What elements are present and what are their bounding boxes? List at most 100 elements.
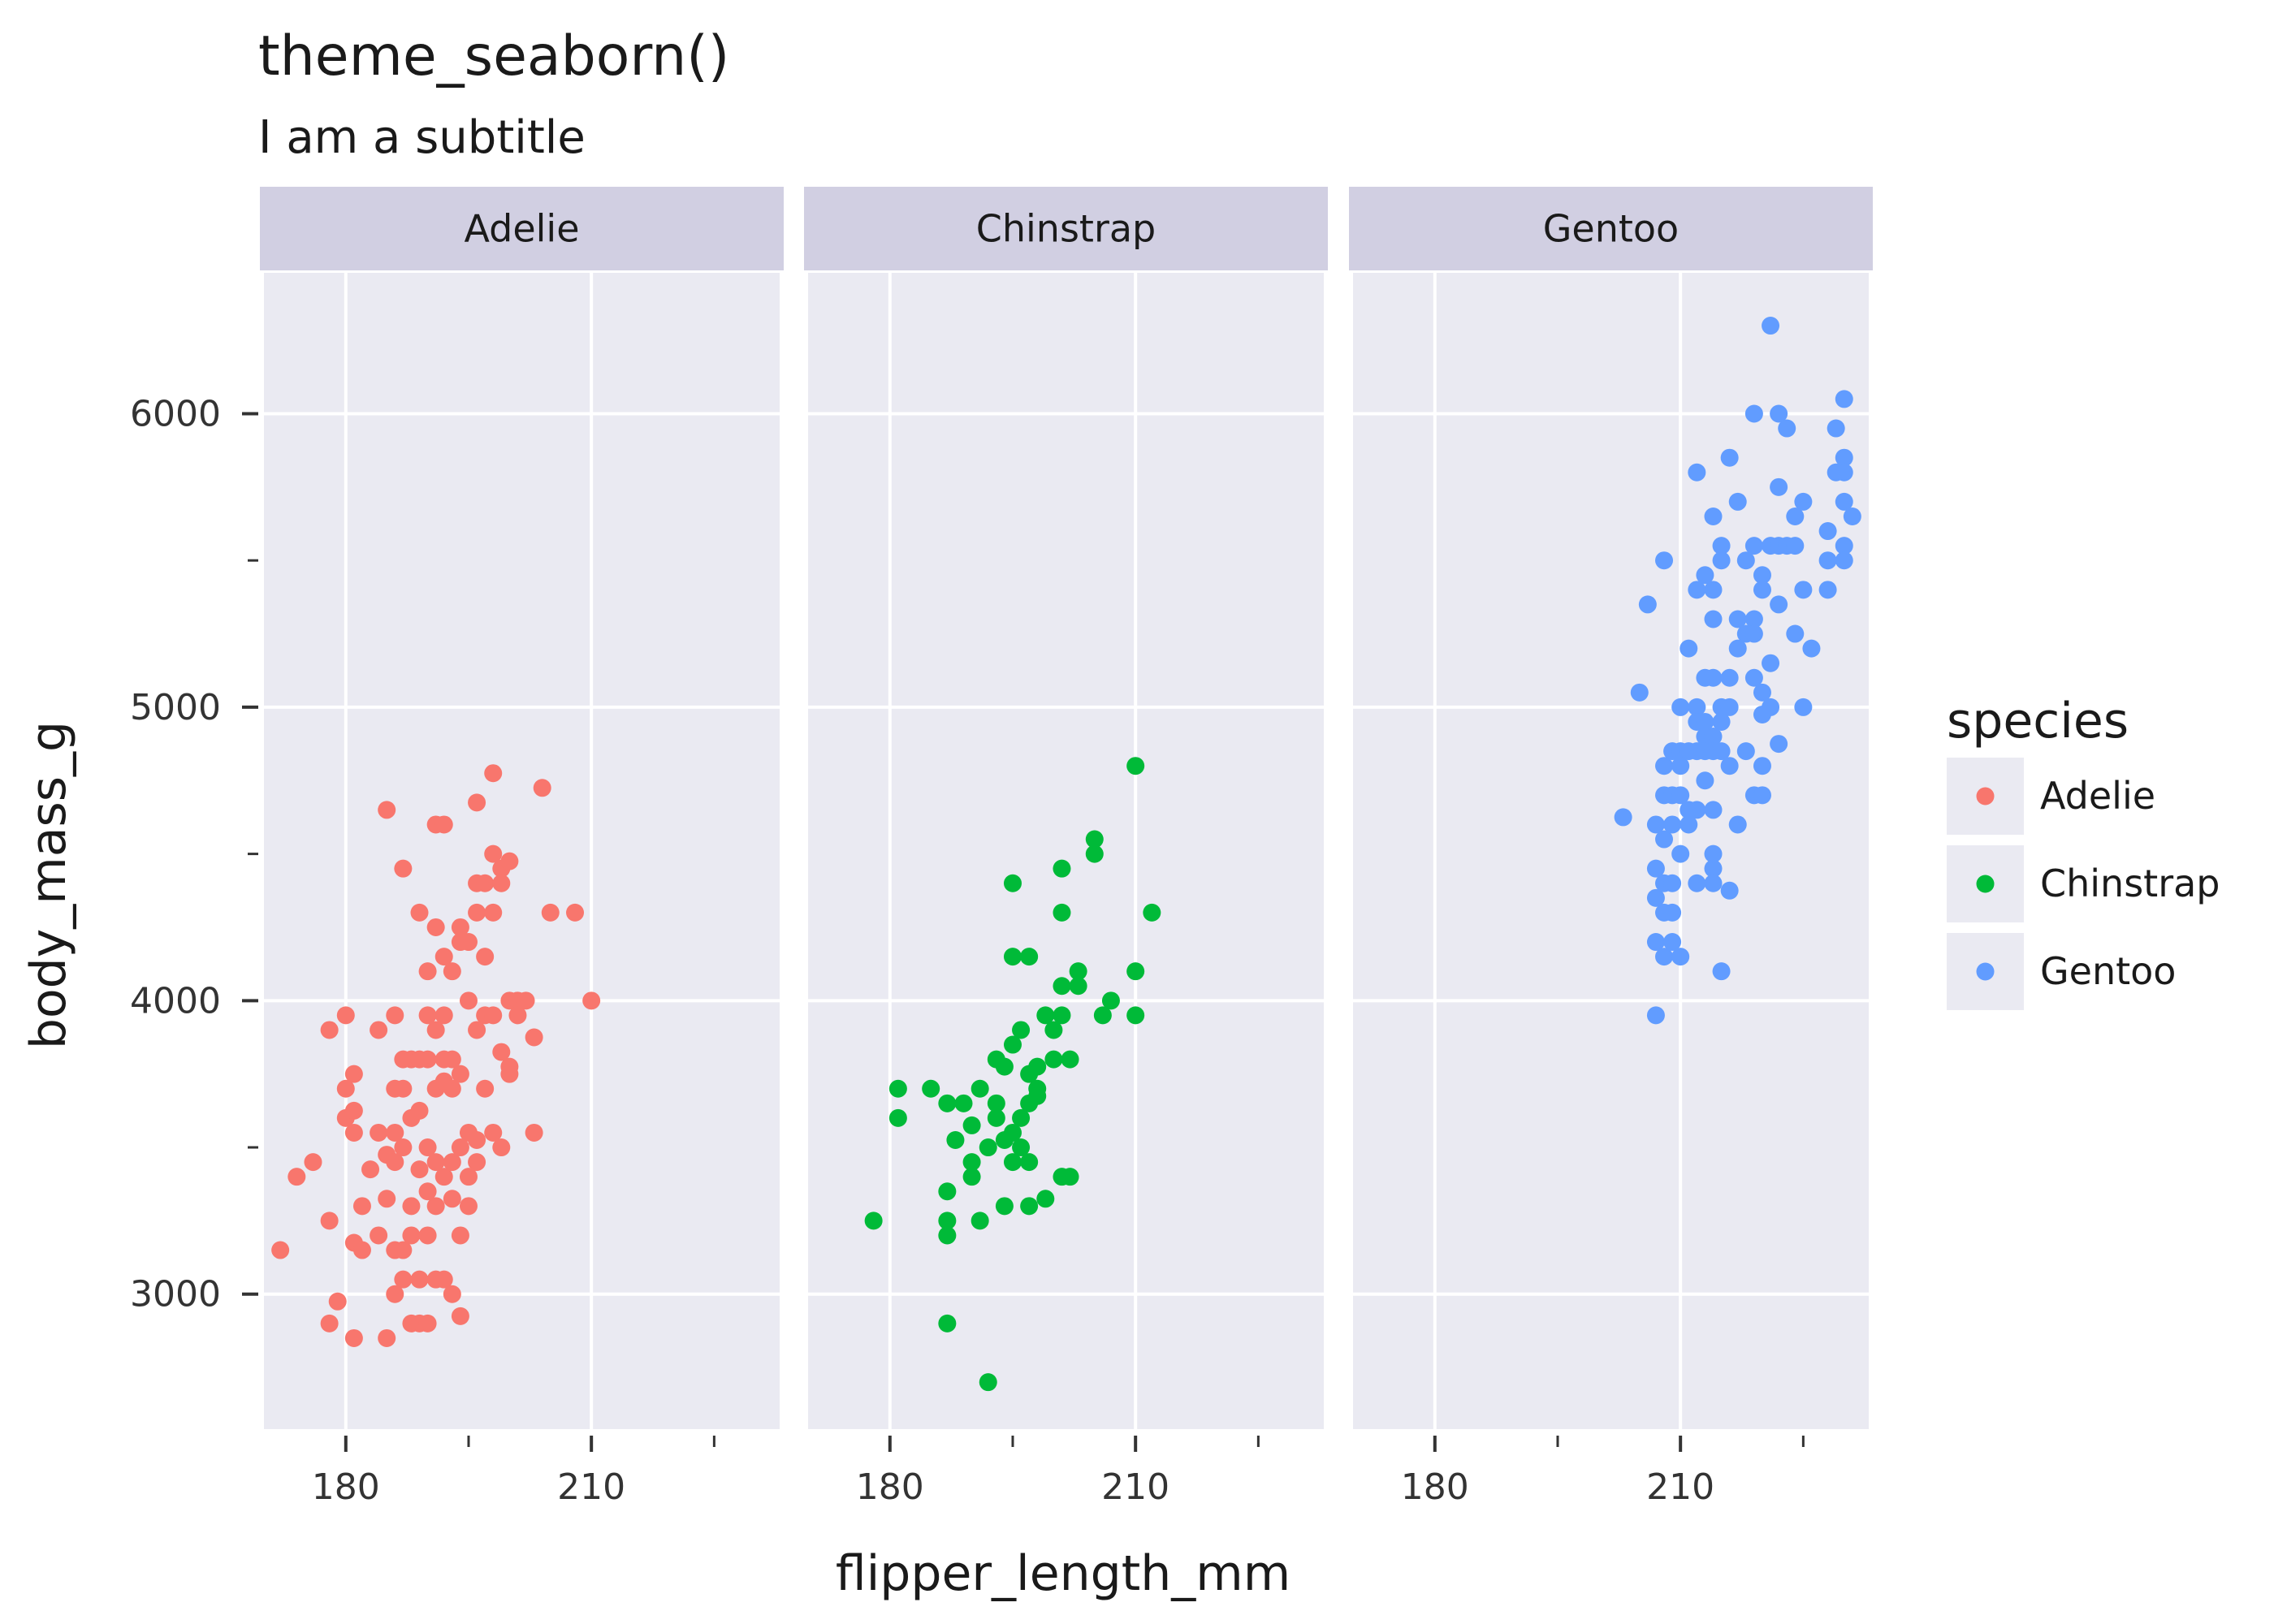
data-point-adelie-81 [459,933,478,952]
data-point-gentoo-75 [1744,624,1763,643]
data-point-adelie-73 [443,1190,461,1208]
data-point-gentoo-25 [1671,844,1690,863]
data-point-gentoo-100 [1794,698,1813,716]
strip-label-chinstrap: Chinstrap [976,207,1156,251]
data-point-gentoo-51 [1704,859,1723,878]
data-point-chinstrap-46 [1053,977,1071,996]
data-point-gentoo-98 [1794,492,1813,511]
data-point-adelie-63 [434,948,453,966]
data-point-chinstrap-57 [1126,757,1145,775]
legend-label-adelie: Adelie [2040,774,2155,818]
data-point-adelie-115 [541,903,560,922]
points-chinstrap [864,757,1161,1392]
panel-background-gentoo [1353,273,1869,1429]
data-point-adelie-96 [484,764,503,783]
data-point-chinstrap-15 [971,1212,989,1230]
data-point-gentoo-18 [1663,874,1682,892]
data-point-gentoo-2 [1638,595,1657,614]
data-point-chinstrap-51 [1069,962,1087,981]
data-point-adelie-102 [492,874,511,892]
data-point-adelie-11 [344,1101,363,1120]
data-point-gentoo-111 [1835,551,1853,570]
data-point-adelie-36 [394,1270,413,1289]
data-point-adelie-10 [344,1123,363,1142]
data-point-adelie-98 [484,903,503,922]
points-adelie [271,764,601,1347]
data-point-adelie-4 [320,1212,339,1230]
data-point-chinstrap-55 [1093,1006,1112,1025]
data-point-adelie-70 [443,1050,461,1069]
data-point-adelie-104 [492,1138,511,1157]
data-point-gentoo-1 [1630,683,1649,702]
data-point-adelie-82 [459,991,478,1010]
data-point-gentoo-38 [1696,566,1714,585]
data-point-gentoo-103 [1818,551,1837,570]
data-point-adelie-1 [287,1168,306,1186]
data-point-chinstrap-53 [1085,830,1104,849]
data-point-adelie-7 [336,1006,355,1025]
data-point-chinstrap-1 [888,1079,907,1098]
data-point-gentoo-62 [1720,698,1739,716]
legend-item-chinstrap: Chinstrap [1947,845,2220,922]
data-point-adelie-108 [500,1057,519,1076]
data-point-adelie-50 [418,1050,437,1069]
data-point-adelie-54 [418,1314,437,1332]
data-point-adelie-103 [492,1043,511,1061]
data-point-adelie-105 [500,852,519,870]
data-point-chinstrap-2 [888,1108,907,1127]
legend-title: species [1947,693,2129,749]
data-point-gentoo-32 [1688,581,1706,599]
data-point-adelie-77 [451,1065,469,1083]
data-point-gentoo-99 [1794,581,1813,599]
data-point-gentoo-17 [1663,815,1682,834]
data-point-gentoo-95 [1786,507,1805,525]
data-point-chinstrap-35 [1020,1153,1039,1172]
panel-gentoo: Gentoo 180 210 [1349,187,1873,1508]
data-point-gentoo-92 [1770,735,1788,754]
data-point-chinstrap-47 [1053,1006,1071,1025]
data-point-gentoo-44 [1704,507,1723,525]
data-point-gentoo-4 [1646,859,1665,878]
data-point-adelie-95 [476,1079,495,1098]
x-tick-label-210: 210 [1101,1466,1169,1508]
chart-title: theme_seaborn() [258,24,729,89]
data-point-gentoo-48 [1704,728,1723,746]
data-point-gentoo-88 [1770,404,1788,423]
data-point-adelie-69 [443,962,461,981]
y-tick-label-4000: 4000 [130,980,221,1021]
data-point-chinstrap-14 [971,1079,989,1098]
data-point-chinstrap-36 [1020,1197,1039,1216]
data-point-gentoo-61 [1720,668,1739,687]
data-point-chinstrap-29 [1012,1021,1031,1039]
data-point-gentoo-6 [1646,933,1665,952]
data-point-chinstrap-27 [1003,1123,1022,1142]
data-point-gentoo-20 [1663,933,1682,952]
legend: species Adelie Chinstrap Gentoo [1947,693,2220,1010]
data-point-adelie-68 [434,1270,453,1289]
data-point-gentoo-31 [1688,463,1706,482]
x-tick-label-180: 180 [856,1466,924,1508]
data-point-gentoo-87 [1762,698,1780,716]
data-point-chinstrap-50 [1061,1168,1079,1186]
data-point-gentoo-91 [1770,595,1788,614]
data-point-adelie-39 [402,1197,421,1216]
data-point-adelie-80 [451,1307,469,1325]
data-point-chinstrap-3 [922,1079,940,1098]
data-point-adelie-90 [468,1131,486,1149]
data-point-adelie-30 [386,1285,404,1303]
strip-adelie [260,187,784,270]
data-point-chinstrap-42 [1044,1021,1063,1039]
data-point-adelie-22 [378,1190,396,1208]
x-tick-label-180: 180 [312,1466,380,1508]
data-point-gentoo-101 [1802,639,1821,658]
data-point-adelie-0 [271,1241,290,1259]
data-point-gentoo-33 [1688,698,1706,716]
data-point-adelie-17 [361,1160,380,1179]
y-tick-label-5000: 5000 [130,687,221,728]
facet-panels: Adelie 180 210 Chinstrap 180 210 Gentoo 180 210 [260,187,1873,1508]
y-axis-title: body_mass_g [20,721,77,1049]
data-point-gentoo-52 [1704,874,1723,892]
data-point-chinstrap-23 [995,1197,1014,1216]
data-point-adelie-44 [410,1101,429,1120]
data-point-adelie-33 [394,1079,413,1098]
